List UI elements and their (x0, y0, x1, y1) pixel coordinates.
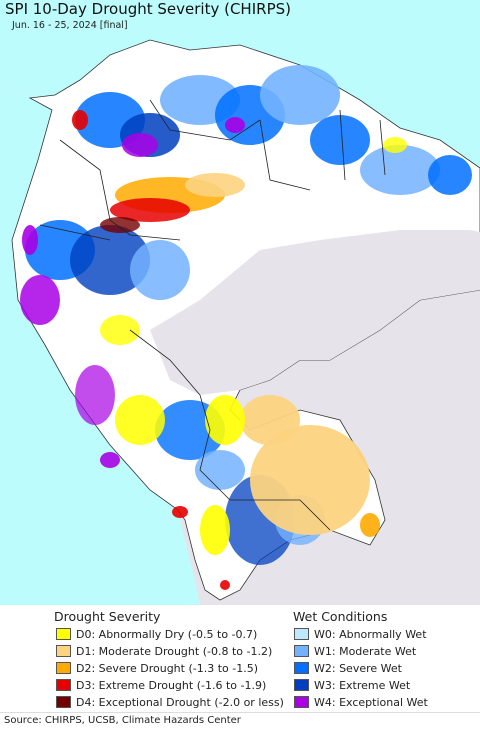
source-credit: Source: CHIRPS, UCSB, Climate Hazards Ce… (4, 715, 241, 726)
country-borders (39, 99, 386, 531)
ocean-caribbean (0, 0, 480, 168)
drought-map (0, 0, 480, 605)
legend-label-w1: W1: Moderate Wet (314, 644, 417, 658)
legend-label-d0: D0: Abnormally Dry (-0.5 to -0.7) (76, 627, 258, 641)
dry-patches (72, 110, 407, 590)
legend-item-w2: W2: Severe Wet (294, 661, 402, 675)
map-panel: SPI 10-Day Drought Severity (CHIRPS) Jun… (0, 0, 480, 605)
legend-item-d3: D3: Extreme Drought (-1.6 to -1.9) (56, 678, 266, 692)
legend-label-d4: D4: Exceptional Drought (-2.0 or less) (76, 695, 284, 709)
legend-item-w1: W1: Moderate Wet (294, 644, 416, 658)
legend-label-w3: W3: Extreme Wet (314, 678, 411, 692)
legend-label-w2: W2: Severe Wet (314, 661, 402, 675)
map-subtitle: Jun. 16 - 25, 2024 [final] (12, 20, 128, 31)
swatch-d0 (56, 628, 71, 640)
swatch-w2 (294, 662, 309, 674)
swatch-d4 (56, 696, 71, 708)
legend-item-d0: D0: Abnormally Dry (-0.5 to -0.7) (56, 627, 257, 641)
ocean-pacific (0, 85, 200, 605)
legend-label-d2: D2: Severe Drought (-1.3 to -1.5) (76, 661, 259, 675)
legend-label-d3: D3: Extreme Drought (-1.6 to -1.9) (76, 678, 267, 692)
legend-item-d4: D4: Exceptional Drought (-2.0 or less) (56, 695, 284, 709)
map-title: SPI 10-Day Drought Severity (CHIRPS) (5, 0, 291, 18)
swatch-d2 (56, 662, 71, 674)
legend-item-d1: D1: Moderate Drought (-0.8 to -1.2) (56, 644, 272, 658)
legend-label-w0: W0: Abnormally Wet (314, 627, 427, 641)
wet-conditions-heading: Wet Conditions (293, 609, 388, 624)
legend: Drought Severity Wet Conditions D0: Abno… (0, 605, 480, 713)
legend-item-w3: W3: Extreme Wet (294, 678, 410, 692)
drought-severity-heading: Drought Severity (54, 609, 161, 624)
legend-label-d1: D1: Moderate Drought (-0.8 to -1.2) (76, 644, 273, 658)
swatch-d3 (56, 679, 71, 691)
swatch-d1 (56, 645, 71, 657)
wet-patches (20, 65, 472, 565)
land-grey-interior (150, 230, 480, 395)
swatch-w0 (294, 628, 309, 640)
legend-label-w4: W4: Exceptional Wet (314, 695, 428, 709)
footer: Source: CHIRPS, UCSB, Climate Hazards Ce… (0, 712, 480, 731)
swatch-w1 (294, 645, 309, 657)
legend-item-w4: W4: Exceptional Wet (294, 695, 428, 709)
swatch-w4 (294, 696, 309, 708)
legend-item-d2: D2: Severe Drought (-1.3 to -1.5) (56, 661, 258, 675)
swatch-w3 (294, 679, 309, 691)
legend-item-w0: W0: Abnormally Wet (294, 627, 427, 641)
